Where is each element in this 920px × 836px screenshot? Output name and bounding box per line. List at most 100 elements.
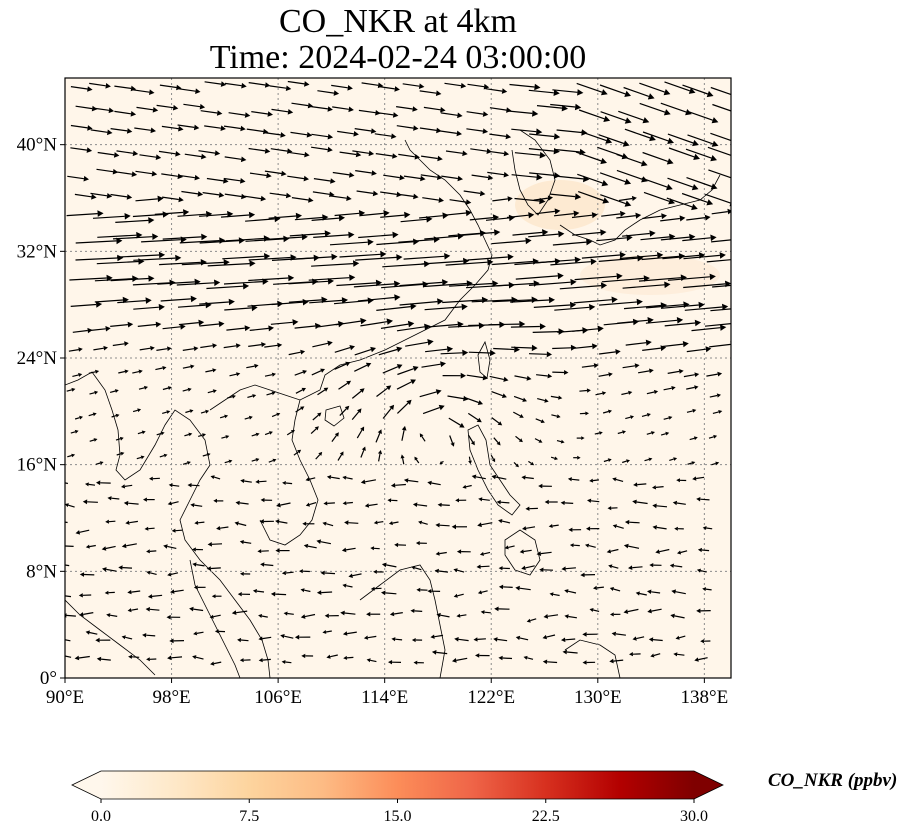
wind-arrow-head [570,301,577,309]
wind-arrow-shaft [331,435,337,442]
wind-arrow-shaft [556,129,582,134]
wind-arrow-head [673,652,678,657]
wind-arrow-shaft [463,190,481,194]
wind-arrow-shaft [199,301,229,305]
wind-arrow-head [370,586,375,591]
wind-arrow-head [462,349,469,356]
wind-arrow-head [649,230,656,237]
wind-arrow-head [536,551,542,556]
wind-arrow-shaft [552,347,572,350]
wind-arrow-shaft [617,431,623,435]
wind-arrow-shaft [458,638,469,642]
wind-arrow-head [344,520,349,525]
wind-arrow-shaft [667,370,680,374]
wind-arrow-shaft [224,193,242,198]
wind-arrow-head [542,229,549,236]
wind-arrow-shaft [110,193,128,198]
wind-arrow-shaft [610,548,619,552]
wind-arrow-shaft [358,109,376,114]
wind-arrow-head [223,178,229,184]
wind-arrow-head [544,398,549,403]
wind-arrow-shaft [465,484,472,488]
wind-arrow-shaft [700,498,710,501]
wind-arrow-head [482,128,489,134]
wind-arrow-head [145,607,150,612]
wind-arrow-head [264,253,271,260]
wind-arrow-head [560,439,565,444]
wind-arrow-head [119,436,124,441]
wind-arrow-shaft [403,255,445,260]
wind-arrow-shaft [712,103,731,112]
wind-arrow-shaft [317,90,335,94]
wind-arrow-head [295,212,302,220]
wind-arrow-head [145,297,152,304]
wind-arrow-shaft [290,131,308,136]
wind-arrow-shaft [613,588,621,592]
wind-arrow-head [167,501,172,506]
wind-arrow-shaft [219,415,225,419]
wind-arrow-head [360,426,365,432]
wind-arrow-head [259,519,264,524]
wind-arrow-head [252,394,257,398]
wind-arrow-shaft [269,85,287,89]
wind-arrow-head [297,449,302,454]
wind-arrow-head [525,506,530,511]
wind-arrow-head [140,455,145,460]
wind-arrow-head [477,400,483,405]
wind-arrow-shaft [424,235,458,240]
wind-arrow-shaft [311,217,340,221]
wind-arrow-head [95,637,100,643]
wind-arrow-shaft [315,323,339,328]
wind-arrow-head [87,125,93,131]
wind-arrow-shaft [603,459,609,463]
wind-arrow-head [79,415,83,420]
wind-arrow-shaft [224,460,230,464]
wind-arrow-shaft [324,572,336,575]
wind-arrow-head [435,90,442,96]
wind-arrow-head [248,415,253,420]
wind-arrow-head [692,139,699,147]
wind-arrow-head [543,614,549,619]
wind-arrow-shaft [536,374,548,377]
wind-arrow-shaft [312,342,329,348]
wind-arrow-head [605,137,613,144]
wind-arrow-head [124,369,129,374]
wind-arrow-head [739,236,745,243]
wind-arrow-shaft [161,173,178,177]
wind-arrow-shaft [131,608,139,611]
wind-arrow-shaft [663,417,670,420]
wind-arrow-head [163,453,168,458]
wind-arrow-shaft [156,104,174,109]
wind-arrow-head [152,107,159,113]
wind-arrow-shaft [477,638,486,640]
wind-arrow-head [125,520,130,525]
wind-arrow-shaft [457,593,464,597]
wind-arrow-shaft [308,477,316,480]
wind-arrow-shaft [304,589,311,593]
wind-arrow-shaft [456,657,468,661]
wind-arrow-head [157,195,164,203]
wind-arrow-head [392,112,399,118]
wind-arrow-head [442,279,449,286]
wind-arrow-shaft [184,433,190,437]
wind-arrow-head [151,170,158,177]
wind-arrow-shaft [528,148,554,152]
wind-arrow-head [494,606,499,612]
wind-arrow-shaft [581,254,621,259]
wind-arrow-shaft [182,366,191,369]
wind-arrow-shaft [623,304,662,310]
wind-arrow-shaft [223,345,237,349]
wind-arrow-head [705,346,712,353]
wind-arrow-head [341,547,347,553]
wind-arrow-shaft [639,82,665,93]
wind-arrow-shaft [686,348,706,353]
wind-arrow-shaft [94,299,124,303]
wind-arrow-head [634,363,640,369]
wind-arrow-head [561,566,566,571]
wind-arrow-head [735,139,742,145]
wind-arrow-shaft [468,351,491,354]
wind-arrow-shaft [193,608,204,612]
wind-arrow-shaft [244,195,262,200]
wind-arrow-shaft [588,545,596,548]
wind-arrow-head [302,370,307,375]
